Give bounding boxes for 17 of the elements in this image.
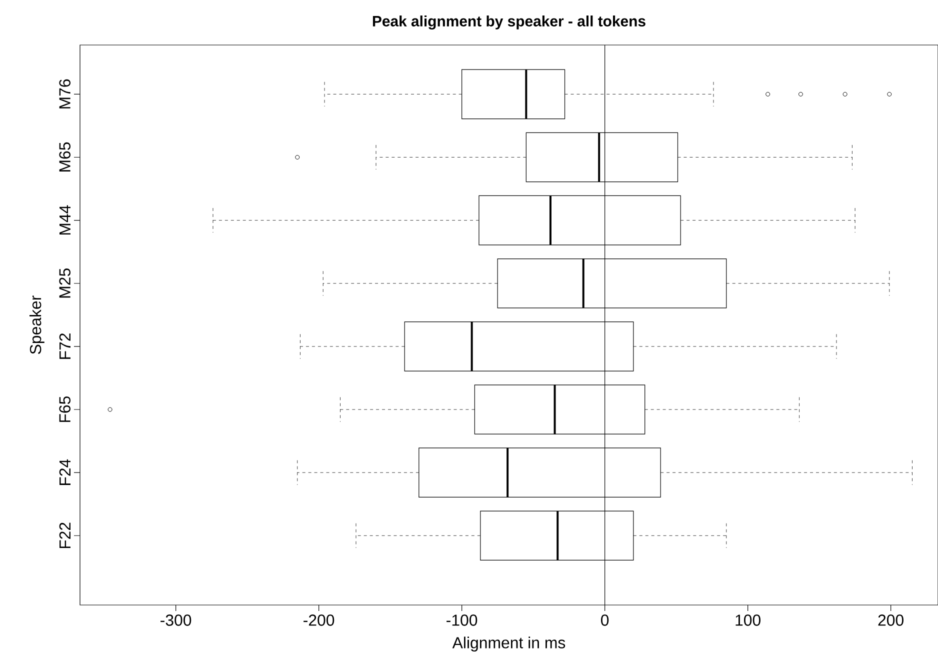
y-tick-label: F72: [59, 334, 70, 359]
x-tick-label: 100: [736, 614, 760, 626]
chart-title: Peak alignment by speaker - all tokens: [372, 16, 646, 30]
x-axis-title: Alignment in ms: [452, 636, 566, 652]
y-tick-label: M65: [59, 142, 70, 172]
y-tick-label: F24: [59, 459, 70, 485]
y-tick-label: F65: [59, 396, 70, 422]
x-tick-label: -300: [160, 614, 192, 626]
y-tick-label: M44: [60, 205, 70, 235]
y-tick-label: M76: [59, 79, 70, 108]
x-tick-label: 0: [601, 614, 609, 626]
x-tick-label: -100: [446, 614, 478, 626]
y-tick-label: F22: [59, 522, 70, 548]
y-tick-label: M25: [59, 268, 70, 298]
x-tick-label: 200: [878, 614, 904, 626]
x-tick-label: -200: [304, 614, 334, 626]
y-axis-title: Speaker: [30, 296, 44, 354]
